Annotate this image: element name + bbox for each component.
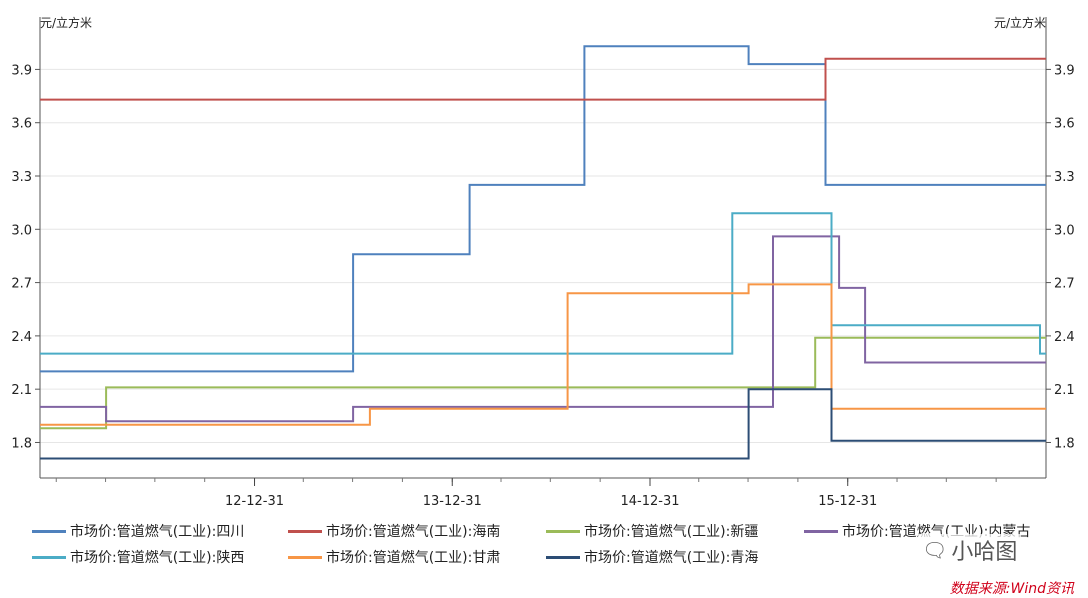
legend-item: 市场价:管道燃气(工业):陕西	[32, 546, 244, 568]
legend-swatch	[546, 529, 580, 533]
legend-swatch	[32, 529, 66, 533]
y-tick-label-left: 3.0	[11, 223, 32, 238]
legend: 市场价:管道燃气(工业):四川 市场价:管道燃气(工业):海南 市场价:管道燃气(工…	[32, 520, 1072, 580]
series-line-3	[40, 336, 1046, 430]
y-tick-label-left: 3.9	[11, 63, 32, 78]
legend-item: 市场价:管道燃气(工业):甘肃	[288, 546, 500, 568]
legend-label: 市场价:管道燃气(工业):海南	[326, 524, 501, 540]
y-axis-unit-right: 元/立方米	[994, 15, 1046, 30]
legend-swatch	[288, 529, 322, 533]
legend-swatch	[804, 529, 838, 533]
legend-label: 市场价:管道燃气(工业):甘肃	[326, 550, 501, 566]
wechat-icon: 🗨	[922, 538, 948, 562]
x-tick-label: 15-12-31	[818, 494, 877, 509]
y-tick-label-left: 2.4	[11, 330, 32, 345]
chart: 1.8 1.8 2.1 2.1 2.4 2.4 2.7 2.7 3.0 3.0 3.3 3.3 3.6 3…	[11, 15, 1075, 509]
y-tick-label-right: 3.6	[1054, 117, 1075, 132]
legend-label: 市场价:管道燃气(工业):四川	[70, 524, 245, 540]
series-line-4	[40, 235, 1046, 423]
legend-swatch	[546, 555, 580, 559]
series-line-2	[40, 57, 1046, 101]
y-tick-label-right: 2.4	[1054, 330, 1075, 345]
legend-swatch	[32, 555, 66, 559]
legend-swatch	[288, 555, 322, 559]
y-tick-label-right: 2.7	[1054, 277, 1075, 292]
legend-label: 市场价:管道燃气(工业):陕西	[70, 550, 245, 566]
series-layer	[40, 45, 1046, 460]
legend-item: 市场价:管道燃气(工业):青海	[546, 546, 758, 568]
y-axis-unit-left: 元/立方米	[40, 15, 92, 30]
legend-label: 市场价:管道燃气(工业):青海	[584, 550, 759, 566]
legend-item: 市场价:管道燃气(工业):海南	[288, 520, 500, 542]
series-line-5	[40, 212, 1046, 355]
y-tick-label-left: 2.7	[11, 277, 32, 292]
legend-item: 市场价:管道燃气(工业):四川	[32, 520, 244, 542]
y-tick-label-left: 1.8	[11, 436, 32, 451]
y-tick-label-right: 1.8	[1054, 436, 1075, 451]
x-tick-label: 12-12-31	[225, 494, 284, 509]
legend-item: 市场价:管道燃气(工业):新疆	[546, 520, 758, 542]
series-line-6	[40, 283, 1046, 426]
series-line-1	[40, 45, 1046, 373]
y-tick-label-left: 2.1	[11, 383, 32, 398]
y-tick-label-left: 3.3	[11, 170, 32, 185]
x-tick-label: 14-12-31	[620, 494, 679, 509]
x-tick-label: 13-12-31	[423, 494, 482, 509]
watermark-text: 小哈图	[951, 540, 1018, 565]
y-tick-label-right: 2.1	[1054, 383, 1075, 398]
source-note: 数据来源:Wind资讯	[949, 581, 1074, 597]
legend-label: 市场价:管道燃气(工业):新疆	[584, 524, 759, 540]
gridlines	[40, 68, 1046, 443]
watermark: 🗨 小哈图	[918, 534, 1022, 566]
y-tick-label-right: 3.0	[1054, 223, 1075, 238]
y-tick-label-right: 3.9	[1054, 63, 1075, 78]
axes: 1.8 1.8 2.1 2.1 2.4 2.4 2.7 2.7 3.0 3.0 3.3 3.3 3.6 3…	[11, 17, 1075, 509]
y-tick-label-left: 3.6	[11, 117, 32, 132]
series-line-7	[40, 388, 1046, 460]
y-tick-label-right: 3.3	[1054, 170, 1075, 185]
